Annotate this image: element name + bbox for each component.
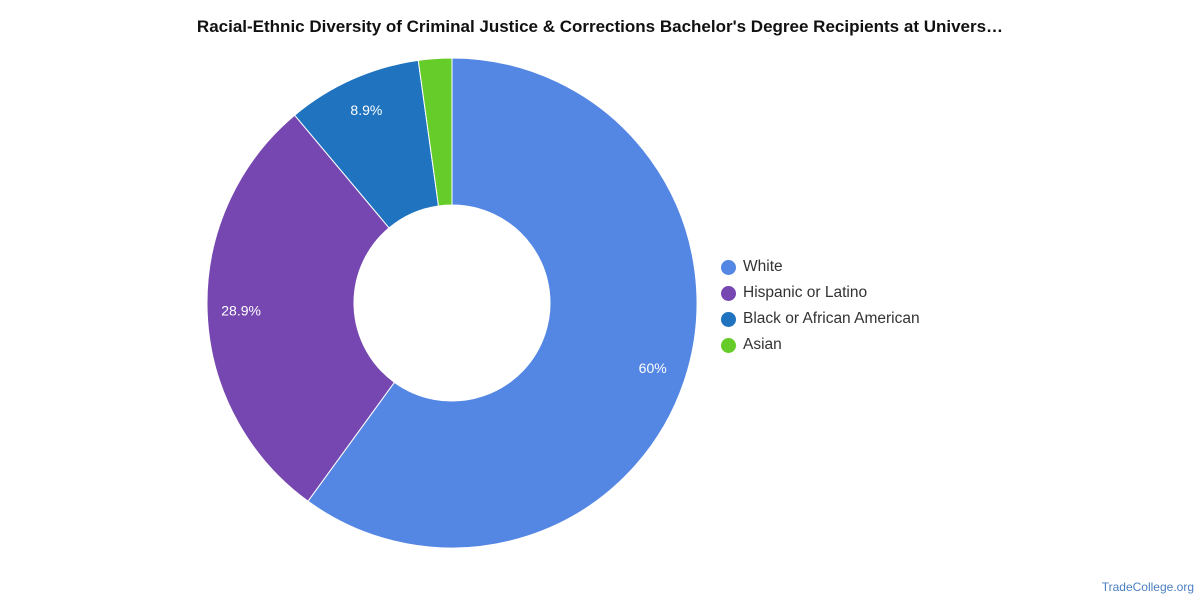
slice-white bbox=[307, 57, 698, 549]
legend-item-black-or-african-american[interactable]: Black or African American bbox=[721, 306, 920, 332]
slice-asian bbox=[417, 57, 453, 207]
legend-label: Black or African American bbox=[743, 310, 920, 327]
legend-item-hispanic-or-latino[interactable]: Hispanic or Latino bbox=[721, 280, 920, 306]
slice-label-black-or-african-american: 8.9% bbox=[350, 102, 382, 118]
legend-item-white[interactable]: White bbox=[721, 254, 920, 280]
slice-label-hispanic-or-latino: 28.9% bbox=[221, 302, 261, 318]
slice-hispanic-or-latino bbox=[206, 114, 396, 502]
legend-swatch bbox=[721, 311, 736, 327]
legend-swatch bbox=[721, 285, 736, 301]
legend-label: White bbox=[743, 258, 783, 275]
slice-label-white: 60% bbox=[639, 360, 667, 376]
legend-item-asian[interactable]: Asian bbox=[721, 332, 920, 358]
legend-swatch bbox=[721, 259, 736, 275]
legend-swatch bbox=[721, 337, 736, 353]
legend-label: Asian bbox=[743, 336, 782, 353]
chart-title: Racial-Ethnic Diversity of Criminal Just… bbox=[196, 17, 1004, 36]
watermark: TradeCollege.org bbox=[1101, 580, 1194, 594]
legend-label: Hispanic or Latino bbox=[743, 284, 868, 301]
chart-legend: White Hispanic or Latino Black or African … bbox=[721, 254, 920, 358]
